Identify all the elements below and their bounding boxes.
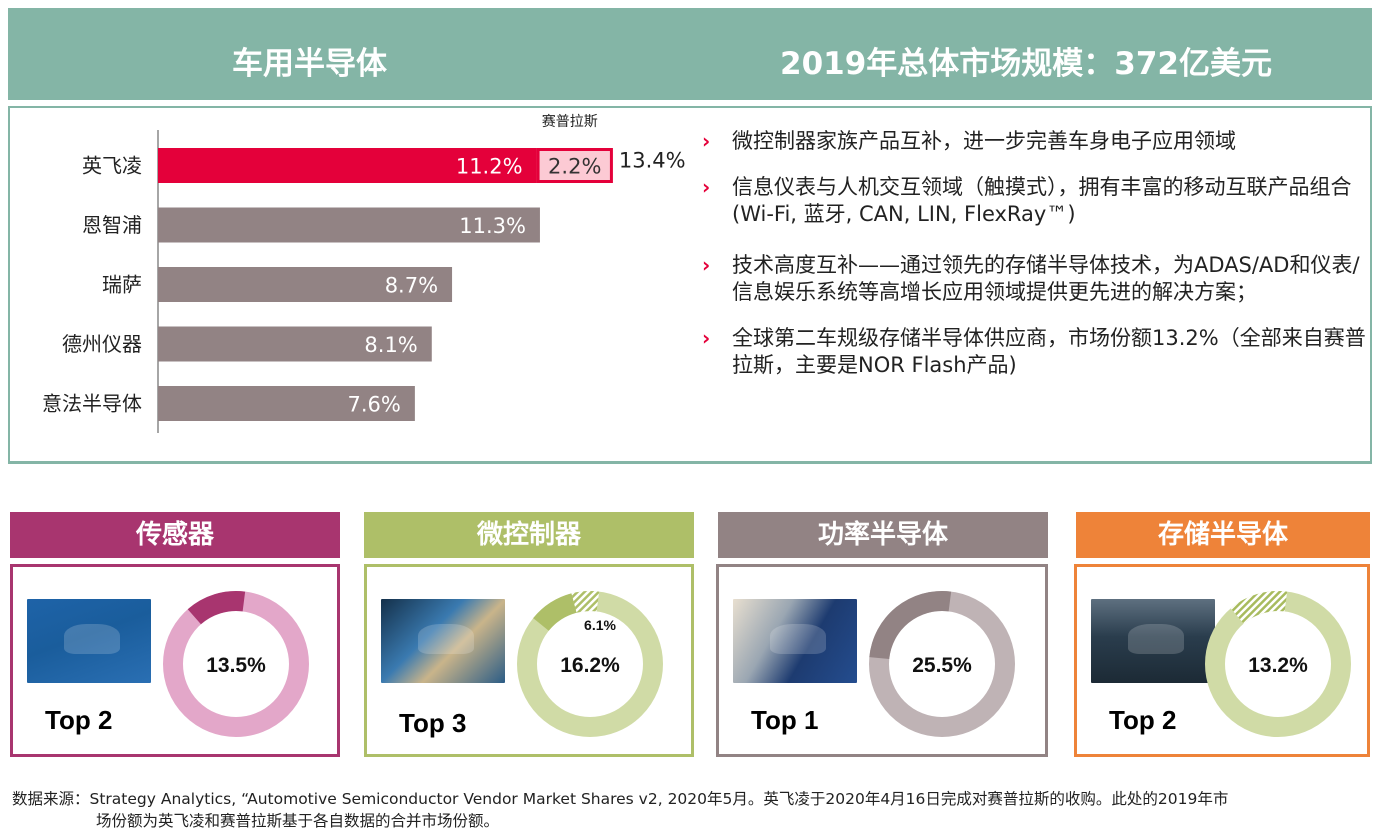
category-label: 意法半导体: [42, 392, 142, 416]
segment-card: Top 2 13.2%: [1074, 564, 1370, 757]
bar: [158, 267, 453, 302]
share-donut-chart: 13.2%: [1205, 591, 1351, 737]
chevron-right-icon: ›: [702, 253, 711, 277]
share-value-label: 25.5%: [912, 654, 972, 677]
donut-share-segment: [869, 591, 952, 660]
share-donut-chart: 13.5%: [163, 591, 309, 737]
main-panel: 英飞凌 11.2% 2.2% 13.4% 赛普拉斯恩智浦 11.3% 瑞萨 8.7% 德州仪器 8…: [8, 106, 1372, 464]
rank-label: Top 3: [399, 708, 467, 738]
footnote-line-1: 数据来源：Strategy Analytics, “Automotive Sem…: [12, 790, 1229, 808]
donut-share-segment: [533, 593, 577, 631]
ev-charging-image: [733, 599, 857, 683]
annotation-label: 赛普拉斯: [542, 114, 598, 130]
bar-addon-cypress: [536, 148, 613, 183]
bullet-text: 微控制器家族产品互补，进一步完善车身电子应用领域: [732, 129, 1236, 153]
bar-value-label: 11.3%: [459, 214, 526, 238]
card-title: 功率半导体: [718, 512, 1048, 558]
chevron-right-icon: ›: [702, 175, 711, 199]
bar-total-label: 13.4%: [619, 149, 686, 173]
donut-cypress-segment: [1230, 591, 1288, 624]
bar-value-label: 11.2%: [456, 155, 523, 179]
card-title: 存储半导体: [1076, 512, 1370, 558]
rank-label: Top 2: [1109, 705, 1177, 735]
bullet-item: › 技术高度互补——通过领先的存储半导体技术，为ADAS/AD和仪表/信息娱乐系统…: [700, 252, 1372, 306]
connected-cockpit-image: [1091, 599, 1215, 683]
rank-label: Top 1: [751, 705, 819, 735]
share-value-label: 16.2%: [560, 654, 620, 677]
card-title: 微控制器: [364, 512, 694, 558]
category-label: 瑞萨: [102, 273, 142, 297]
category-label: 恩智浦: [82, 213, 142, 237]
bullet-item: › 信息仪表与人机交互领域（触摸式），拥有丰富的移动互联产品组合 (Wi-Fi, …: [700, 174, 1372, 228]
segment-card: Top 3 16.2% 6.1%: [364, 564, 694, 757]
page-title: 车用半导体: [232, 46, 387, 82]
header-banner: 车用半导体 2019年总体市场规模：372亿美元: [8, 8, 1372, 100]
share-donut-chart: 25.5%: [869, 591, 1015, 737]
share-value-label: 13.2%: [1248, 654, 1308, 677]
bar: [158, 207, 540, 243]
bar: [158, 386, 415, 421]
bullet-text: 信息仪表与人机交互领域（触摸式），拥有丰富的移动互联产品组合 (Wi-Fi, 蓝…: [732, 175, 1352, 226]
bullet-text: 技术高度互补——通过领先的存储半导体技术，为ADAS/AD和仪表/信息娱乐系统等…: [732, 253, 1360, 304]
bullet-item: › 微控制器家族产品互补，进一步完善车身电子应用领域: [700, 128, 1372, 155]
bar-addon-label: 2.2%: [548, 155, 601, 179]
bullet-item: › 全球第二车规级存储半导体供应商，市场份额13.2%（全部来自赛普拉斯，主要是N…: [700, 325, 1372, 379]
bar: [158, 148, 537, 183]
donut-cypress-segment: [571, 591, 600, 613]
footnote-line-2: 场份额为英飞凌和赛普拉斯基于各自数据的合并市场份额。: [96, 812, 500, 830]
category-label: 德州仪器: [62, 332, 142, 356]
segment-card: Top 1 25.5%: [716, 564, 1048, 757]
category-label: 英飞凌: [82, 154, 142, 178]
bullet-text: 全球第二车规级存储半导体供应商，市场份额13.2%（全部来自赛普拉斯，主要是NO…: [732, 326, 1366, 377]
market-size-title: 2019年总体市场规模：372亿美元: [780, 46, 1272, 82]
autonomous-car-interior-image: [381, 599, 505, 683]
bar-value-label: 7.6%: [348, 393, 401, 417]
rank-label: Top 2: [45, 705, 113, 735]
bar-value-label: 8.7%: [385, 274, 438, 298]
bullet-list: › 微控制器家族产品互补，进一步完善车身电子应用领域 › 信息仪表与人机交互领域（触摸…: [700, 128, 1372, 398]
share-value-label: 13.5%: [206, 654, 266, 677]
cypress-share-label: 6.1%: [584, 617, 616, 633]
bar: [158, 326, 432, 362]
share-donut-chart: 16.2% 6.1%: [517, 591, 663, 737]
card-title: 传感器: [10, 512, 340, 558]
chevron-right-icon: ›: [702, 326, 711, 350]
segment-card: Top 2 13.5%: [10, 564, 340, 757]
bar-value-label: 8.1%: [364, 333, 417, 357]
donut-share-segment: [187, 591, 246, 625]
car-sensors-image: [27, 599, 151, 683]
footnote: 数据来源：Strategy Analytics, “Automotive Sem…: [12, 788, 1377, 832]
chevron-right-icon: ›: [702, 129, 711, 153]
